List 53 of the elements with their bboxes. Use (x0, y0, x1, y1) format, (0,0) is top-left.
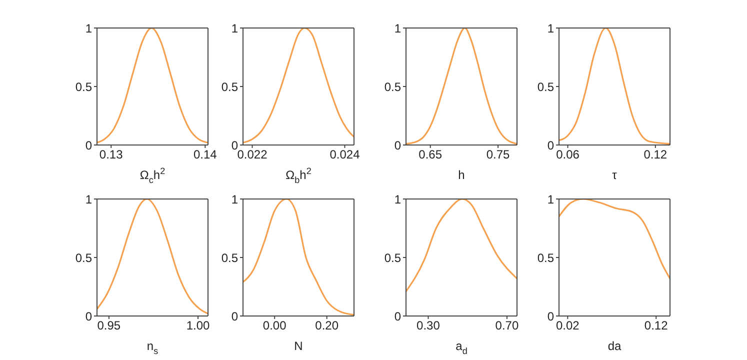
x-tick-label: 0.00 (262, 318, 287, 333)
y-tick-label: 0 (394, 309, 402, 324)
y-tick-label: 0 (547, 309, 554, 324)
x-axis-title: Ω$_{b}$h$^{2}$ (286, 166, 312, 185)
x-tick-label: 0.70 (495, 318, 519, 333)
x-tick-label: 0.13 (99, 148, 124, 162)
x-tick-label: 0.022 (237, 148, 268, 162)
x-axis-title: N (294, 339, 303, 353)
x-tick-label: 0.75 (486, 148, 510, 162)
line-series (97, 199, 208, 314)
y-tick-label: 1 (547, 21, 554, 36)
line-series (406, 28, 517, 145)
y-tick-label: 1 (394, 192, 402, 206)
y-tick-label: 1 (231, 21, 238, 36)
x-tick-label: 0.12 (644, 148, 668, 162)
y-tick-label: 0.5 (384, 80, 402, 94)
x-tick-label: 0.95 (97, 318, 121, 333)
x-tick-label: 1.00 (186, 318, 210, 333)
x-tick-label: 0.12 (644, 318, 668, 333)
y-tick-label: 0.5 (75, 80, 92, 94)
y-tick-label: 0 (85, 309, 92, 324)
y-tick-label: 0 (394, 138, 402, 152)
y-tick-label: 0.5 (75, 250, 92, 265)
x-tick-label: 0.06 (556, 148, 580, 162)
x-tick-label: 0.02 (556, 318, 580, 333)
y-tick-label: 0.5 (537, 250, 554, 265)
x-axis-title: n$_{s}$ (146, 339, 159, 356)
x-axis-title: a$_{d}$ (456, 339, 468, 356)
x-tick-label: 0.65 (418, 148, 442, 162)
x-axis-title: Ω$_{c}$h$^{2}$ (140, 166, 166, 185)
x-tick-label: 0.30 (416, 318, 440, 333)
y-tick-label: 0 (231, 309, 238, 324)
x-tick-label: 0.024 (330, 148, 360, 162)
y-tick-label: 1 (394, 21, 402, 36)
y-tick-label: 0 (85, 138, 92, 152)
x-axis-title: h (458, 168, 465, 182)
y-tick-label: 1 (231, 192, 238, 206)
line-series (559, 28, 670, 145)
line-series (243, 199, 354, 316)
y-tick-label: 0.5 (384, 250, 402, 265)
x-tick-label: 0.14 (194, 148, 218, 162)
y-tick-label: 0 (547, 138, 554, 152)
y-tick-label: 0 (231, 138, 238, 152)
y-tick-label: 1 (547, 192, 554, 206)
x-axis-title: da (608, 339, 622, 353)
x-tick-label: 0.20 (315, 318, 339, 333)
y-tick-label: 0.5 (221, 250, 238, 265)
y-tick-label: 1 (85, 21, 92, 36)
x-axis-title: τ (612, 168, 618, 182)
y-tick-label: 0.5 (221, 80, 238, 94)
line-series (243, 28, 354, 144)
y-tick-label: 1 (85, 192, 92, 206)
y-tick-label: 0.5 (537, 80, 554, 94)
